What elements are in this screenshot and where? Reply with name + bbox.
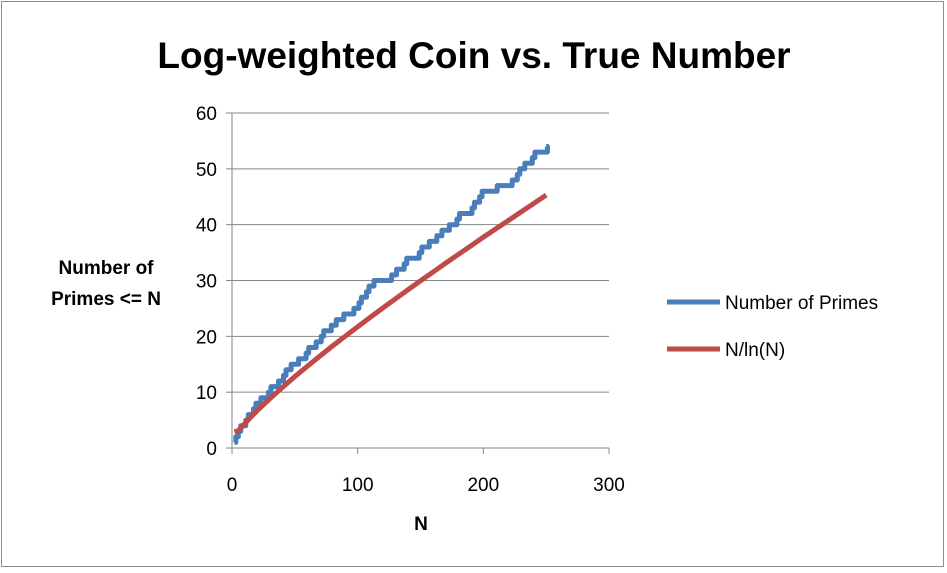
y-tick-label: 30 — [196, 272, 217, 293]
x-tick-label: 300 — [593, 475, 625, 496]
y-axis-label-line-1: Number of — [59, 258, 155, 279]
y-axis-label-line-2: Primes <= N — [51, 289, 161, 310]
x-tick-label: 0 — [227, 475, 238, 496]
chart-title: Log-weighted Coin vs. True Number — [157, 35, 790, 76]
x-tick-label: 200 — [467, 475, 499, 496]
y-tick-label: 60 — [196, 104, 217, 125]
y-tick-label: 40 — [196, 216, 217, 237]
x-tick-labels: 0 100 200 300 — [227, 475, 625, 496]
y-tick-label: 50 — [196, 160, 217, 181]
legend-label-n-over-ln-n: N/ln(N) — [725, 340, 785, 361]
y-tick-label: 0 — [206, 439, 217, 460]
series-lines — [233, 144, 550, 445]
series-line-n-over-ln-n — [233, 193, 548, 435]
y-tick-label: 20 — [196, 327, 217, 348]
legend: Number of Primes N/ln(N) — [667, 293, 878, 361]
legend-label-number-of-primes: Number of Primes — [725, 293, 878, 314]
axes — [231, 113, 609, 449]
y-tick-labels: 0 10 20 30 40 50 60 — [196, 104, 217, 460]
series-line-number-of-primes — [233, 144, 550, 445]
y-tick-label: 10 — [196, 383, 217, 404]
x-axis-label: N — [414, 514, 428, 535]
x-tick-label: 100 — [342, 475, 374, 496]
